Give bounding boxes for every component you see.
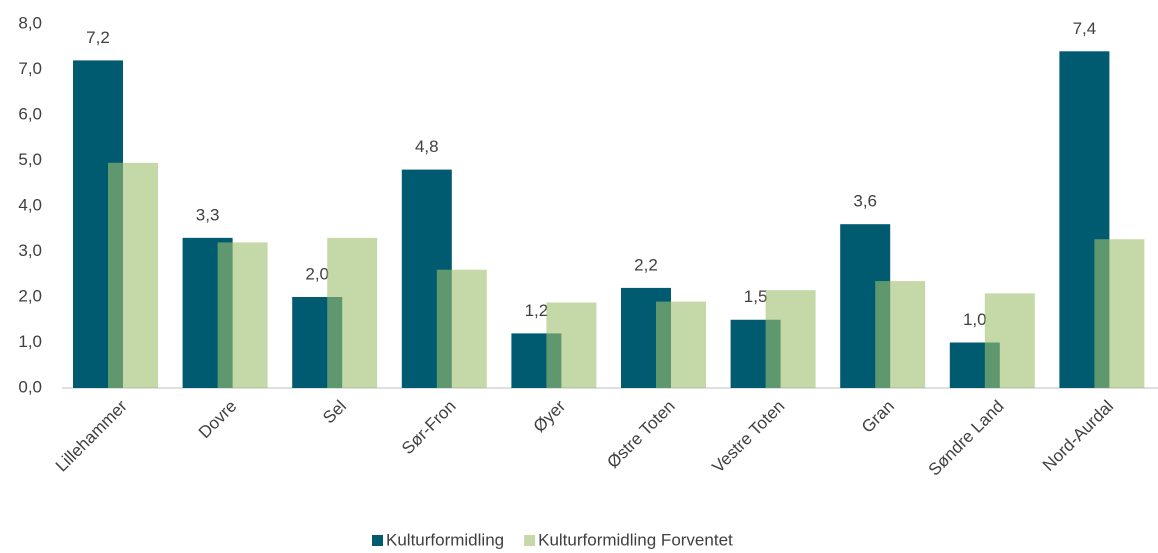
legend-label: Kulturformidling (386, 530, 504, 549)
data-label: 1,0 (963, 310, 987, 329)
x-tick-label: Sør-Fron (398, 397, 460, 459)
data-label: 2,0 (305, 264, 329, 283)
data-label: 3,6 (853, 192, 877, 211)
y-tick-label: 5,0 (18, 150, 42, 169)
y-tick-label: 4,0 (18, 195, 42, 214)
bar (984, 293, 1035, 388)
data-label: 7,4 (1073, 19, 1097, 38)
data-label: 3,3 (196, 205, 220, 224)
bar (875, 281, 926, 388)
data-label: 1,5 (744, 287, 768, 306)
x-tick-label: Nord-Aurdal (1039, 397, 1117, 475)
x-tick-label: Sel (319, 397, 350, 428)
bar (108, 162, 158, 388)
legend-swatch (372, 535, 383, 546)
bar (436, 269, 487, 388)
legend-label: Kulturformidling Forventet (538, 530, 733, 549)
bar (217, 242, 268, 388)
data-label: 7,2 (86, 28, 110, 47)
bar (1094, 239, 1145, 388)
bar (765, 290, 816, 388)
data-label: 4,8 (415, 137, 439, 156)
legend-swatch (524, 535, 536, 546)
data-label: 1,2 (525, 301, 549, 320)
x-tick-label: Øyer (530, 396, 570, 436)
bar (546, 302, 597, 388)
y-tick-label: 7,0 (18, 59, 42, 78)
x-tick-label: Gran (858, 397, 898, 437)
bar (327, 237, 378, 388)
data-label: 2,2 (634, 255, 658, 274)
x-tick-label: Søndre Land (925, 397, 1008, 480)
y-tick-label: 3,0 (18, 241, 42, 260)
y-tick-label: 0,0 (18, 377, 42, 396)
x-tick-label: Lillehammer (52, 396, 131, 475)
x-tick-label: Dovre (195, 397, 241, 443)
y-tick-label: 8,0 (18, 13, 42, 32)
bar (656, 301, 706, 388)
y-tick-label: 2,0 (18, 286, 42, 305)
x-tick-label: Østre Toten (603, 397, 678, 472)
y-tick-label: 6,0 (18, 104, 42, 123)
y-tick-label: 1,0 (18, 332, 42, 351)
x-tick-label: Vestre Toten (708, 397, 788, 477)
